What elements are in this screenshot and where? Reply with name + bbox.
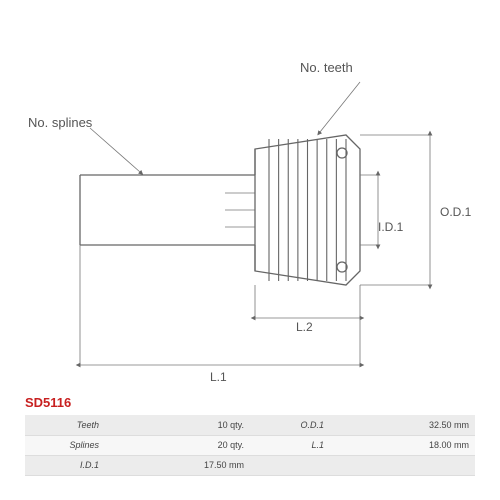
label-l2: L.2 [296,320,313,334]
spec-val: 17.50 mm [105,455,250,475]
spec-table: Teeth 10 qty. O.D.1 32.50 mm Splines 20 … [25,415,475,476]
spec-key: L.1 [250,435,330,455]
label-l1: L.1 [210,370,227,384]
spec-val: 20 qty. [105,435,250,455]
spec-key: O.D.1 [250,415,330,435]
part-code: SD5116 [25,395,71,410]
label-id1: I.D.1 [378,220,403,234]
diagram-area: No. teeth No. splines O.D.1 I.D.1 L.1 L.… [20,20,480,380]
label-od1: O.D.1 [440,205,471,219]
label-no-teeth: No. teeth [300,60,353,75]
spec-key: Splines [25,435,105,455]
spec-val: 32.50 mm [330,415,475,435]
spec-val: 18.00 mm [330,435,475,455]
technical-drawing [20,20,480,380]
spec-val [330,455,475,475]
spec-key: Teeth [25,415,105,435]
table-row: Splines 20 qty. L.1 18.00 mm [25,435,475,455]
spec-key: I.D.1 [25,455,105,475]
table-row: Teeth 10 qty. O.D.1 32.50 mm [25,415,475,435]
spec-key [250,455,330,475]
spec-val: 10 qty. [105,415,250,435]
table-row: I.D.1 17.50 mm [25,455,475,475]
label-no-splines: No. splines [28,115,92,130]
